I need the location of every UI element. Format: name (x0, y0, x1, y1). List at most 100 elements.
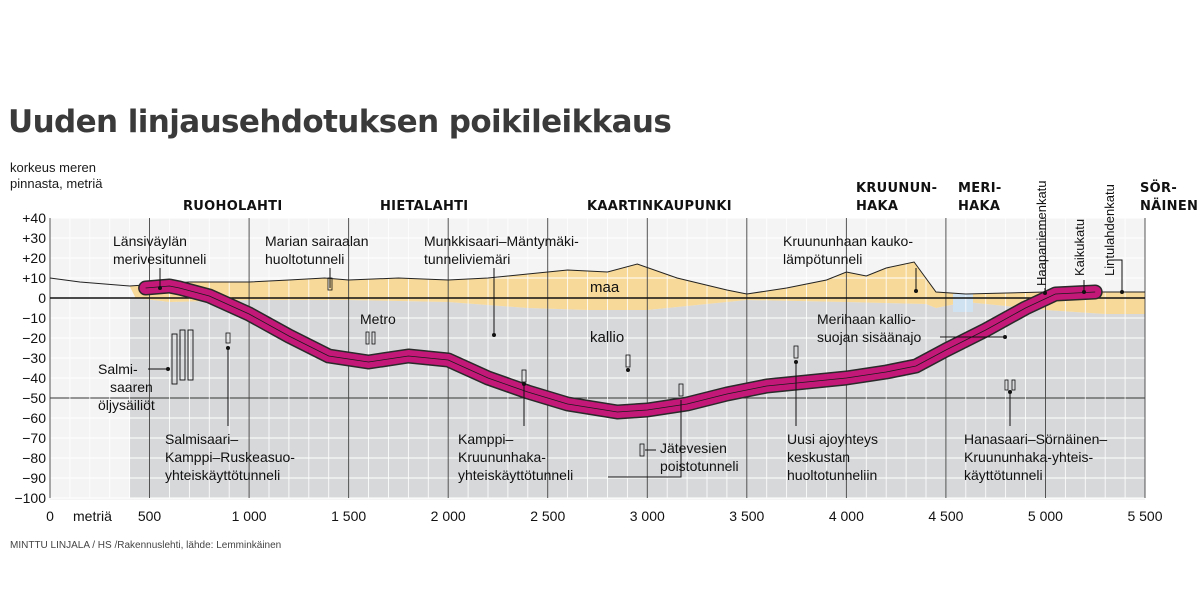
y-tick-label: −40 (22, 370, 46, 386)
soil-label: maa (590, 279, 620, 296)
y-tick-label: +30 (22, 230, 46, 246)
label-hanasaari-1: Hanasaari–Sörnäinen– (964, 431, 1107, 447)
marker-hanasaari (1008, 390, 1012, 394)
x-tick-label: 5 000 (1028, 508, 1063, 524)
label-salmisaaren-1: Salmi- (98, 361, 138, 377)
label-kamppi-kruununhaka-1: Kamppi– (458, 431, 513, 447)
marker-kamppi-kruununhaka (522, 382, 526, 386)
label-merihaan-kallio-1: Merihaan kallio- (817, 311, 916, 327)
x-tick-label: 3 500 (729, 508, 764, 524)
marker-munkkisaari (492, 333, 496, 337)
label-hanasaari-2: Kruununhaka-yhteis- (964, 449, 1094, 465)
grid (49, 217, 1146, 499)
oil-tank-1 (171, 333, 178, 385)
label-kruununhaan-kauko-1: Kruununhaan kauko- (783, 233, 913, 249)
metro-tube-2 (371, 331, 376, 345)
label-lansivaylan-2: merivesitunneli (113, 251, 206, 267)
label-haapaniemenkatu: Haapaniemenkatu (1034, 180, 1049, 286)
y-tick-label: −20 (22, 330, 46, 346)
marker-uusi-ajoyhteys (794, 360, 798, 364)
marker-salmisaari-kamppi-tube (225, 332, 231, 344)
y-tick-label: −30 (22, 350, 46, 366)
label-lansivaylan-1: Länsiväylän (113, 233, 187, 249)
label-salmisaaren-2: saaren (110, 379, 153, 395)
y-tick-label: −60 (22, 410, 46, 426)
x-tick-label: 2 000 (431, 508, 466, 524)
credit: MINTTU LINJALA / HS /Rakennuslehti, lähd… (10, 540, 282, 551)
marker-jatevesien-small (639, 443, 645, 457)
district-ruoholahti: RUOHOLAHTI (183, 199, 282, 214)
oil-tank-3 (187, 329, 194, 381)
marker-kaikukatu (1082, 290, 1086, 294)
marker-hanasaari-tube-1 (1004, 379, 1009, 391)
x-axis-unit: metriä (73, 508, 112, 524)
district-sornainen-line-2: NÄINEN (1140, 198, 1198, 214)
y-axis-title-line-2: pinnasta, metriä (10, 176, 103, 191)
y-tick-label: 0 (38, 290, 46, 306)
ground-surface-line (49, 261, 1145, 295)
marker-kruununhaan-kauko (914, 289, 918, 293)
y-axis-title: korkeus meren pinnasta, metriä (10, 160, 103, 192)
label-lintulahdenkatu: Lintulahdenkatu (1102, 184, 1117, 276)
y-tick-label: −100 (14, 490, 46, 506)
marker-uusi-ajoyhteys-tube (793, 345, 799, 359)
x-tick-label: 1 000 (232, 508, 267, 524)
marker-haapaniemenkatu (1043, 291, 1047, 295)
x-tick-label: 5 500 (1127, 508, 1162, 524)
district-kaartinkaupunki: KAARTINKAUPUNKI (587, 199, 732, 214)
label-munkkisaari-1: Munkkisaari–Mäntymäki- (424, 233, 579, 249)
label-kamppi-kruununhaka-2: Kruununhaka- (458, 449, 546, 465)
marker-lansivaylan (158, 286, 162, 290)
page-title: Uuden linjausehdotuksen poikileikkaus (8, 104, 672, 140)
label-marian-2: huoltotunneli (265, 251, 344, 267)
sea-patch (953, 294, 973, 312)
district-hietalahti: HIETALAHTI (380, 199, 468, 214)
label-hanasaari-3: käyttötunneli (964, 467, 1043, 483)
district-merihaka-line-1: MERI- (958, 181, 1002, 196)
marker-kallio (626, 368, 630, 372)
x-tick-label: 500 (138, 508, 162, 524)
label-salmisaari-kamppi-3: yhteiskäyttötunneli (165, 467, 280, 483)
marker-salmisaari-kamppi (226, 346, 230, 350)
x-tick-label: 0 (46, 508, 54, 524)
x-axis-ticks: 0 500 1 000 1 500 2 000 2 500 3 000 3 500 4 000 4… (46, 508, 1163, 524)
label-metro: Metro (360, 311, 396, 327)
leader-lintulahdenkatu (1112, 259, 1123, 291)
y-tick-label: +20 (22, 250, 46, 266)
soil-area (129, 262, 1146, 314)
leader-jatevesien (608, 400, 682, 478)
label-merihaan-kallio-2: suojan sisäänajo (817, 329, 922, 345)
label-kruununhaan-kauko-2: lämpötunneli (783, 251, 862, 267)
tunnel-centre-line (145, 285, 1096, 413)
label-uusi-ajoyhteys-1: Uusi ajoyhteys (787, 431, 878, 447)
label-kaikukatu: Kaikukatu (1072, 219, 1087, 276)
marker-kallio-tube (625, 354, 631, 368)
marker-jatevesien-tube (678, 383, 684, 397)
marker-salmisaaren (166, 367, 170, 371)
y-tick-label: −90 (22, 470, 46, 486)
x-tick-label: 3 000 (630, 508, 665, 524)
district-kruununhaka-line-1: KRUUNUN- (856, 181, 937, 196)
label-uusi-ajoyhteys-2: keskustan (787, 449, 850, 465)
label-salmisaari-kamppi-2: Kamppi–Ruskeasuo- (165, 449, 295, 465)
label-marian-1: Marian sairaalan (265, 233, 369, 249)
metro-tube-1 (365, 331, 370, 345)
x-tick-label: 1 500 (331, 508, 366, 524)
marker-hanasaari-tube-2 (1011, 379, 1016, 391)
x-tick-label: 2 500 (530, 508, 565, 524)
y-tick-label: −50 (22, 390, 46, 406)
label-salmisaari-kamppi-1: Salmisaari– (165, 431, 238, 447)
district-merihaka-line-2: HAKA (958, 199, 1000, 214)
y-axis-ticks: +40 +30 +20 +10 0 −10 −20 −30 −40 −50 −60 −70 −80 −90… (14, 210, 46, 506)
marker-marian (327, 277, 333, 291)
label-kamppi-kruununhaka-3: yhteiskäyttötunneli (458, 467, 573, 483)
y-axis-title-line-1: korkeus meren (10, 160, 96, 175)
rock-label: kallio (590, 329, 624, 346)
y-tick-label: +10 (22, 270, 46, 286)
marker-merihaan-kallio (1003, 335, 1007, 339)
label-munkkisaari-2: tunneliviemäri (424, 251, 510, 267)
district-kruununhaka-line-2: HAKA (856, 199, 898, 214)
marker-lintulahdenkatu (1120, 290, 1124, 294)
y-tick-label: −80 (22, 450, 46, 466)
